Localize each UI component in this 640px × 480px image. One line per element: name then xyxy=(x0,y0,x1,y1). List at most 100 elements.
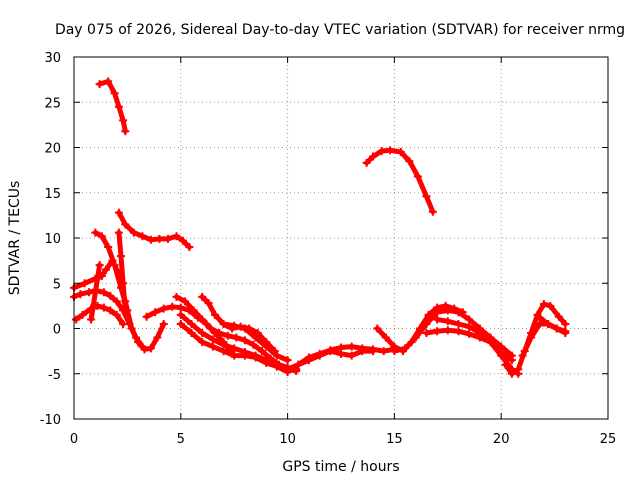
data-point xyxy=(257,347,266,356)
data-point xyxy=(159,319,168,328)
data-point xyxy=(428,207,437,216)
y-tick-label: 15 xyxy=(44,187,61,202)
data-point xyxy=(121,306,130,315)
data-point xyxy=(187,329,196,338)
series-group xyxy=(70,77,570,378)
data-point xyxy=(219,347,228,356)
data-point xyxy=(424,310,433,319)
x-axis-label: GPS time / hours xyxy=(282,459,399,475)
data-point xyxy=(198,292,207,301)
data-point xyxy=(72,315,81,324)
data-point xyxy=(326,347,335,356)
data-point xyxy=(210,310,219,319)
data-point xyxy=(121,127,130,136)
data-point xyxy=(185,243,194,252)
series-line xyxy=(116,210,192,250)
data-point xyxy=(433,308,442,317)
data-point xyxy=(527,333,536,342)
data-point xyxy=(91,228,100,237)
series-arc-9 xyxy=(114,228,130,315)
data-point xyxy=(272,362,281,371)
data-point xyxy=(208,335,217,344)
data-point xyxy=(552,324,561,333)
data-point xyxy=(208,342,217,351)
y-axis-label: SDTVAR / TECUs xyxy=(7,181,23,296)
series-line xyxy=(391,307,515,359)
y-tick-label: 20 xyxy=(44,142,61,157)
data-point xyxy=(104,77,113,86)
data-point xyxy=(142,312,151,321)
data-point xyxy=(121,220,130,229)
data-point xyxy=(240,324,249,333)
data-point xyxy=(176,303,185,312)
data-point xyxy=(146,235,155,244)
data-point xyxy=(507,356,516,365)
data-point xyxy=(172,292,181,301)
data-point xyxy=(114,228,123,237)
data-point xyxy=(104,243,113,252)
data-point xyxy=(251,353,260,362)
data-point xyxy=(347,342,356,351)
data-point xyxy=(215,329,224,338)
data-point xyxy=(401,344,410,353)
data-point xyxy=(507,369,516,378)
data-point xyxy=(76,290,85,299)
x-tick-label: 20 xyxy=(493,432,510,447)
data-point xyxy=(230,344,239,353)
y-tick-label: 30 xyxy=(44,51,61,66)
data-point xyxy=(176,319,185,328)
data-point xyxy=(501,360,510,369)
x-tick-label: 25 xyxy=(600,432,617,447)
y-tick-label: 0 xyxy=(53,323,61,338)
data-point xyxy=(110,89,119,98)
data-point xyxy=(249,340,258,349)
x-tick-label: 0 xyxy=(70,432,78,447)
data-point xyxy=(386,146,395,155)
data-point xyxy=(230,321,239,330)
data-point xyxy=(172,232,181,241)
data-point xyxy=(198,329,207,338)
data-point xyxy=(112,297,121,306)
data-point xyxy=(433,327,442,336)
data-point xyxy=(544,319,553,328)
data-point xyxy=(99,303,108,312)
data-point xyxy=(561,327,570,336)
data-point xyxy=(131,333,140,342)
data-point xyxy=(253,329,262,338)
data-point xyxy=(337,349,345,358)
data-point xyxy=(443,317,452,326)
data-point xyxy=(443,306,452,315)
data-point xyxy=(554,312,563,321)
data-point xyxy=(198,338,207,347)
series-line xyxy=(364,147,436,215)
data-point xyxy=(262,342,271,351)
y-tick-label: -10 xyxy=(40,413,61,428)
data-point xyxy=(178,236,187,245)
x-tick-label: 10 xyxy=(279,432,296,447)
data-point xyxy=(315,351,324,360)
data-point xyxy=(405,157,414,166)
data-point xyxy=(80,279,89,288)
data-point xyxy=(454,319,463,328)
data-point xyxy=(454,308,463,317)
data-point xyxy=(518,351,527,360)
data-point xyxy=(198,315,207,324)
data-point xyxy=(422,329,431,338)
data-point xyxy=(535,313,544,322)
data-point xyxy=(561,319,570,328)
data-point xyxy=(223,331,232,340)
y-tick-label: -5 xyxy=(48,368,61,383)
series-arc-15 xyxy=(219,319,292,365)
series-arc-22 xyxy=(501,300,570,378)
data-point xyxy=(294,360,303,369)
data-point xyxy=(283,356,292,365)
series-arc-16 xyxy=(272,342,399,376)
data-point xyxy=(163,234,172,243)
data-point xyxy=(465,322,474,331)
data-point xyxy=(377,147,386,156)
data-point xyxy=(153,333,162,342)
data-point xyxy=(369,347,378,356)
data-point xyxy=(159,304,168,313)
data-point xyxy=(539,300,548,309)
data-point xyxy=(119,279,128,288)
